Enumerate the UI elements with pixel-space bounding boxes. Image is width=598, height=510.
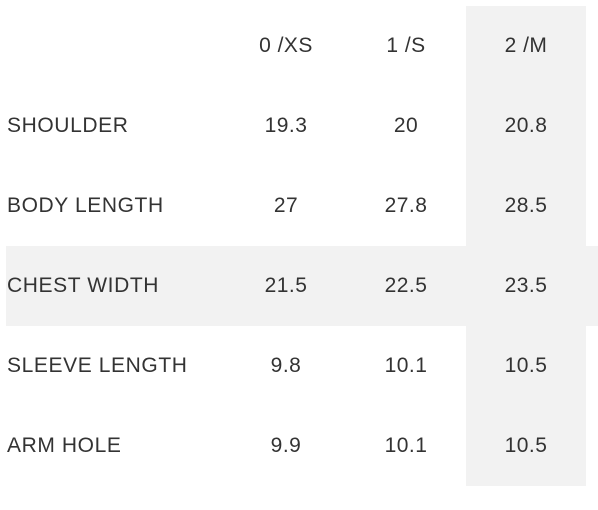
table-cell: 23.5 xyxy=(504,274,548,297)
table-cell: 27.8 xyxy=(384,194,428,217)
column-header-xs: 0 /XS xyxy=(259,34,313,57)
table-row-arm-hole: ARM HOLE 9.9 10.1 10.5 xyxy=(0,406,598,486)
table-cell: 9.9 xyxy=(270,434,302,457)
table-cell: 10.1 xyxy=(384,434,428,457)
row-label: SHOULDER xyxy=(7,114,129,137)
column-header-s: 1 /S xyxy=(386,34,426,57)
column-header-m: 2 /M xyxy=(504,34,548,57)
table-cell: 22.5 xyxy=(384,274,428,297)
table-row-body-length: BODY LENGTH 27 27.8 28.5 xyxy=(0,166,598,246)
table-cell: 27 xyxy=(273,194,299,217)
table-row-shoulder: SHOULDER 19.3 20 20.8 xyxy=(0,86,598,166)
table-row-chest-width: CHEST WIDTH 21.5 22.5 23.5 xyxy=(0,246,598,326)
table-row-sleeve-length: SLEEVE LENGTH 9.8 10.1 10.5 xyxy=(0,326,598,406)
table-cell: 10.5 xyxy=(504,434,548,457)
row-label: BODY LENGTH xyxy=(7,194,164,217)
table-cell: 28.5 xyxy=(504,194,548,217)
table-cell: 10.5 xyxy=(504,354,548,377)
header-row: 0 /XS 1 /S 2 /M xyxy=(0,6,598,86)
table-cell: 20.8 xyxy=(504,114,548,137)
row-label: CHEST WIDTH xyxy=(7,274,160,297)
highlighted-row-background xyxy=(6,246,598,326)
table-cell: 21.5 xyxy=(264,274,308,297)
table-cell: 20 xyxy=(393,114,419,137)
table-cell: 10.1 xyxy=(384,354,428,377)
table-cell: 19.3 xyxy=(264,114,308,137)
table-cell: 9.8 xyxy=(270,354,302,377)
row-label: ARM HOLE xyxy=(7,434,122,457)
row-label: SLEEVE LENGTH xyxy=(7,354,188,377)
